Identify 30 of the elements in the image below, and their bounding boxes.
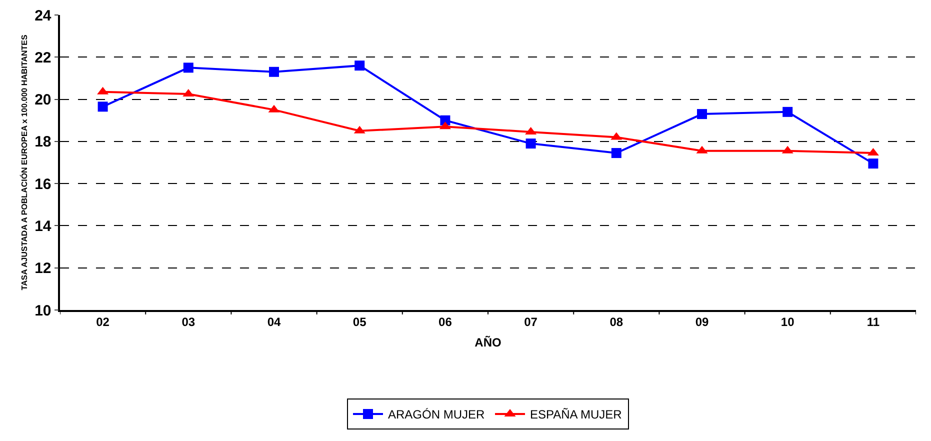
y-tick-label: 18 (34, 134, 52, 151)
x-tick-label: 05 (352, 315, 367, 330)
legend-label: ARAGÓN MUJER (388, 408, 486, 422)
y-tick-label: 20 (34, 92, 52, 109)
point (183, 62, 194, 73)
point (611, 148, 622, 158)
point (782, 106, 793, 117)
y-tick-label: 12 (34, 260, 52, 278)
y-tick-label: 22 (34, 49, 52, 66)
x-tick-label: 09 (695, 315, 709, 330)
legend-label: ESPAÑA MUJER (530, 408, 622, 422)
point (868, 158, 878, 169)
y-tick-label: 14 (34, 218, 52, 235)
x-tick-label: 04 (267, 315, 281, 330)
x-tick-label: 07 (524, 315, 538, 330)
y-tick-label: 16 (34, 176, 52, 193)
point (354, 60, 365, 71)
point (269, 66, 279, 77)
point (98, 102, 108, 112)
point (697, 109, 707, 120)
x-tick-label: 08 (610, 315, 624, 330)
x-tick-label: 11 (866, 315, 880, 330)
x-tick-label: 06 (438, 315, 452, 330)
x-tick-label: 10 (780, 315, 795, 330)
x-tick-label: 03 (182, 315, 196, 330)
x-axis-title: AÑO (474, 336, 502, 350)
y-axis-title: TASA AJUSTADA A POBLACIÓN EUROPEA x 100.000 HABITANTES (18, 34, 29, 290)
x-tick-label: 02 (96, 315, 110, 330)
y-tick-label: 24 (34, 7, 52, 24)
point (526, 138, 536, 149)
